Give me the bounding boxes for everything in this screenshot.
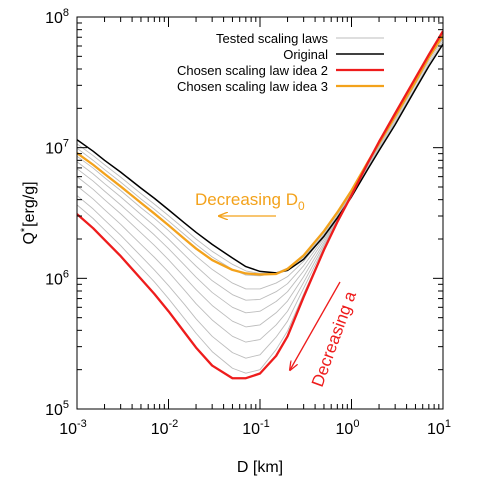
legend: Tested scaling laws Original Chosen scal…: [177, 31, 384, 94]
legend-label-tested: Tested scaling laws: [216, 31, 328, 46]
x-tick-label: 101: [427, 418, 451, 438]
y-tick-label: 105: [45, 399, 69, 419]
ticks-layer: 10-3 10-2 10-1 100 101 105 106 107 108: [45, 7, 451, 438]
series-line-chosen-scaling-law-idea-2-11: [77, 30, 443, 380]
x-tick-label: 100: [336, 418, 360, 438]
annotation-decreasing-d0: Decreasing D0: [195, 190, 305, 213]
y-tick-label: 106: [45, 268, 69, 288]
series-layer: [77, 30, 443, 380]
legend-label-original: Original: [283, 47, 328, 62]
x-tick-label: 10-1: [242, 418, 270, 438]
series-line-tested-scaling-law-2: [77, 38, 443, 277]
legend-label-idea-2: Chosen scaling law idea 2: [177, 63, 328, 78]
y-axis-label: Q*[erg/g]: [19, 181, 38, 244]
x-axis-label: D [km]: [237, 459, 283, 476]
legend-label-idea-3: Chosen scaling law idea 3: [177, 79, 328, 94]
series-line-original-0: [77, 43, 443, 274]
y-tick-label: 107: [45, 138, 69, 158]
x-tick-label: 10-2: [151, 418, 179, 438]
x-tick-label: 10-3: [59, 418, 87, 438]
annotation-decreasing-a: Decreasing a: [308, 288, 360, 389]
y-tick-label: 108: [45, 7, 69, 27]
annotation-arrow-a: [290, 281, 341, 370]
